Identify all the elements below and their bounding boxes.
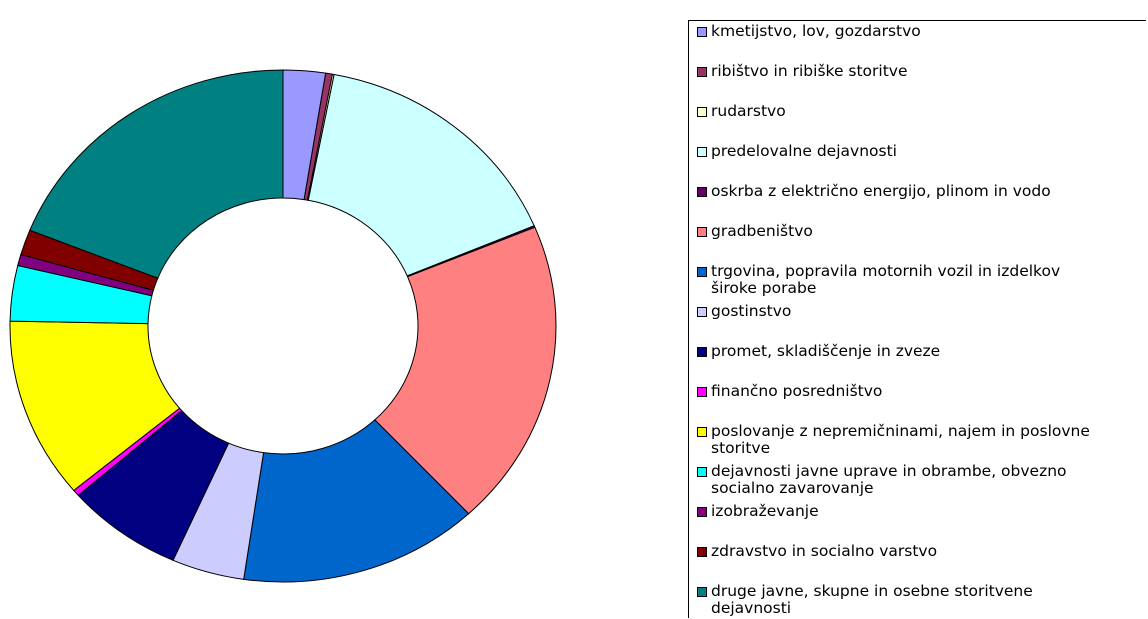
legend-item: zdravstvo in socialno varstvo [697,542,1106,560]
legend-item: rudarstvo [697,102,1106,120]
legend-label: finančno posredništvo [711,382,883,400]
legend-item: predelovalne dejavnosti [697,142,1106,160]
legend-swatch [697,27,707,37]
legend-swatch [697,107,707,117]
legend-swatch [697,467,707,477]
legend-swatch [697,547,707,557]
legend-label: izobraževanje [711,502,819,520]
legend-item: trgovina, popravila motornih vozil in iz… [697,262,1106,297]
legend-swatch [697,507,707,517]
legend-swatch [697,67,707,77]
legend-label: oskrba z električno energijo, plinom in … [711,182,1051,200]
legend-swatch [697,267,707,277]
legend-swatch [697,387,707,397]
legend-label: promet, skladiščenje in zveze [711,342,941,360]
legend-label: kmetijstvo, lov, gozdarstvo [711,22,921,40]
legend-label: dejavnosti javne uprave in obrambe, obve… [711,462,1067,497]
legend-item: oskrba z električno energijo, plinom in … [697,182,1106,200]
legend-label: gradbeništvo [711,222,813,240]
legend-label: predelovalne dejavnosti [711,142,897,160]
legend: kmetijstvo, lov, gozdarstvo ribištvo in r… [688,20,1146,618]
legend-swatch [697,307,707,317]
legend-item: poslovanje z nepremičninami, najem in po… [697,422,1106,457]
chart [9,69,557,583]
legend-item: gostinstvo [697,302,1106,320]
slice [307,73,535,277]
legend-swatch [697,227,707,237]
legend-item: ribištvo in ribiške storitve [697,62,1106,80]
legend-label: ribištvo in ribiške storitve [711,62,908,80]
legend-swatch [697,187,707,197]
legend-swatch [697,347,707,357]
legend-label: rudarstvo [711,102,786,120]
legend-item: dejavnosti javne uprave in obrambe, obve… [697,462,1106,497]
legend-swatch [697,147,707,157]
legend-item: izobraževanje [697,502,1106,520]
slice [374,226,557,515]
legend-label: druge javne, skupne in osebne storitvene… [711,582,1033,617]
slice [9,320,181,492]
legend-label: zdravstvo in socialno varstvo [711,542,938,560]
legend-swatch [697,427,707,437]
legend-swatch [697,587,707,597]
legend-item: promet, skladiščenje in zveze [697,342,1106,360]
slice [243,419,470,583]
legend-label: gostinstvo [711,302,792,320]
legend-label: trgovina, popravila motornih vozil in iz… [711,262,1061,297]
legend-item: gradbeništvo [697,222,1106,240]
slice [29,69,284,279]
legend-label: poslovanje z nepremičninami, najem in po… [711,422,1090,457]
legend-item: kmetijstvo, lov, gozdarstvo [697,22,1106,40]
legend-item: druge javne, skupne in osebne storitvene… [697,582,1106,617]
legend-item: finančno posredništvo [697,382,1106,400]
